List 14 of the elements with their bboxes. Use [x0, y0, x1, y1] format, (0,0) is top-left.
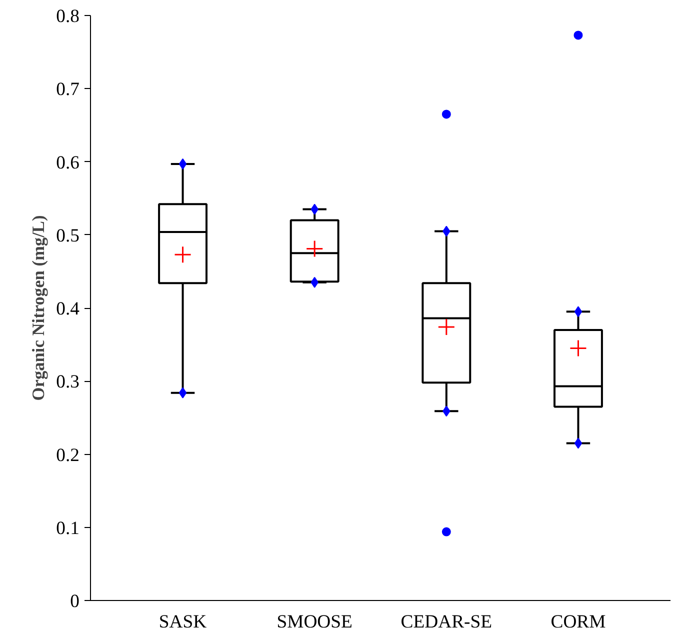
x-tick-label: CEDAR-SE: [400, 612, 492, 632]
y-tick-label: 0.4: [56, 298, 80, 320]
y-tick-label: 0.7: [56, 79, 80, 100]
x-tick-label: SASK: [158, 612, 208, 632]
y-tick-label: 0.8: [56, 6, 80, 27]
x-tick-label: CORM: [550, 612, 606, 632]
y-tick-label: 0.2: [56, 444, 80, 466]
y-tick-label: 0.5: [56, 225, 80, 246]
x-tick-label: SMOOSE: [276, 612, 352, 632]
y-tick-label: 0.3: [56, 372, 80, 393]
y-tick-label: 0.1: [56, 518, 80, 539]
y-axis-title: Organic Nitrogen (mg/L): [29, 215, 48, 401]
y-tick-label: 0.6: [56, 152, 80, 174]
y-tick-label: 0: [70, 591, 80, 612]
